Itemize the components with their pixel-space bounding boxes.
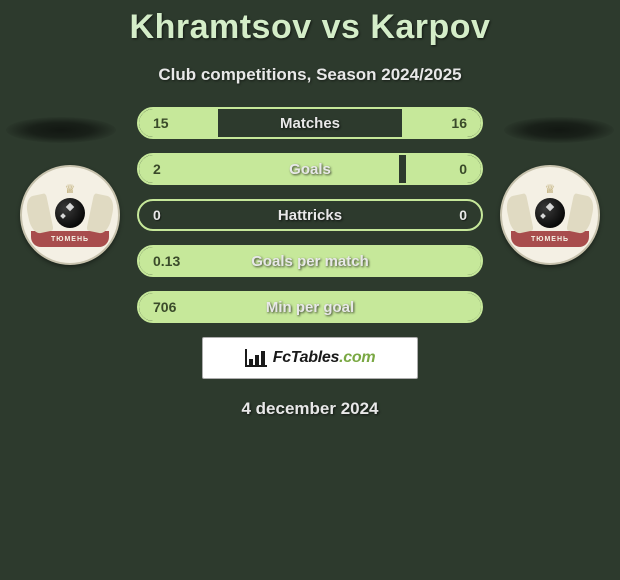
stat-value-left: 0.13 [153, 253, 180, 269]
stat-row: 15 Matches 16 [137, 107, 483, 139]
club-name-ribbon: ТЮМЕНЬ [31, 231, 109, 247]
soccer-ball-icon [535, 198, 565, 228]
source-name: FcTables.com [273, 349, 376, 367]
player-shadow-right [504, 117, 614, 143]
stat-value-right: 16 [451, 115, 467, 131]
stat-fill-left [139, 109, 218, 137]
club-badge-left: ♕ ТЮМЕНЬ [20, 165, 120, 265]
club-name-ribbon: ТЮМЕНЬ [511, 231, 589, 247]
badge-wing-icon [86, 193, 115, 235]
badge-wing-icon [566, 193, 595, 235]
stat-label: Goals per match [251, 253, 369, 270]
stat-value-left: 2 [153, 161, 161, 177]
arena: ♕ ТЮМЕНЬ ♕ ТЮМЕНЬ 15 Matches 16 2 Goals 0 0 Hat… [0, 107, 620, 419]
stat-value-left: 0 [153, 207, 161, 223]
stat-fill-right [402, 109, 481, 137]
stat-label: Hattricks [278, 207, 342, 224]
source-tld: .com [339, 349, 375, 366]
crown-icon: ♕ [65, 183, 76, 195]
bar-chart-icon [245, 349, 267, 367]
subtitle: Club competitions, Season 2024/2025 [0, 65, 620, 85]
stat-label: Matches [280, 115, 340, 132]
stat-fill-right [406, 155, 481, 183]
club-badge-right: ♕ ТЮМЕНЬ [500, 165, 600, 265]
badge-wing-icon [504, 193, 533, 235]
stat-row: 2 Goals 0 [137, 153, 483, 185]
stat-fill-left [139, 155, 399, 183]
stat-row: 706 Min per goal [137, 291, 483, 323]
crown-icon: ♕ [545, 183, 556, 195]
comparison-card: Khramtsov vs Karpov Club competitions, S… [0, 0, 620, 419]
stat-label: Goals [289, 161, 331, 178]
stat-row: 0 Hattricks 0 [137, 199, 483, 231]
soccer-ball-icon [55, 198, 85, 228]
page-title: Khramtsov vs Karpov [0, 8, 620, 47]
stat-value-left: 15 [153, 115, 169, 131]
date: 4 december 2024 [0, 399, 620, 419]
stats-list: 15 Matches 16 2 Goals 0 0 Hattricks 0 0.13 Goals p… [137, 107, 483, 323]
stat-value-right: 0 [459, 161, 467, 177]
stat-value-left: 706 [153, 299, 176, 315]
badge-wing-icon [24, 193, 53, 235]
stat-value-right: 0 [459, 207, 467, 223]
source-logo: FcTables.com [202, 337, 418, 379]
stat-label: Min per goal [266, 299, 354, 316]
source-site: FcTables [273, 349, 339, 366]
player-shadow-left [6, 117, 116, 143]
stat-row: 0.13 Goals per match [137, 245, 483, 277]
